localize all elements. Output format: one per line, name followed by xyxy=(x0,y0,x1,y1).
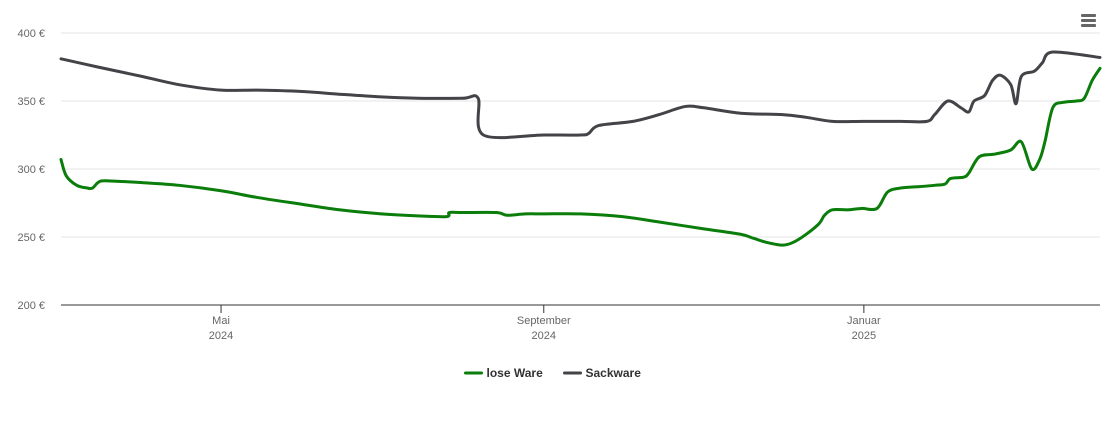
x-tick-label: Mai xyxy=(212,315,230,327)
x-axis: Mai 2024 September 2024 Januar 2025 xyxy=(61,304,1100,342)
x-tick-label: 2025 xyxy=(852,330,876,342)
legend-item-sackware[interactable]: Sackware xyxy=(563,366,642,380)
grid-lines xyxy=(61,32,1100,238)
y-tick-label: 350 € xyxy=(17,96,45,108)
legend[interactable]: lose Ware Sackware xyxy=(464,366,642,380)
menu-bar xyxy=(1080,19,1096,22)
legend-item-lose-ware[interactable]: lose Ware xyxy=(464,366,544,380)
y-tick-label: 400 € xyxy=(17,28,45,40)
y-axis: 400 € 350 € 300 € 250 € 200 € xyxy=(17,28,45,312)
x-tick-label: 2024 xyxy=(532,330,556,342)
menu-bar xyxy=(1080,14,1096,17)
series-line-sackware xyxy=(59,50,1102,140)
series-line-lose-ware xyxy=(59,66,1102,247)
legend-label: Sackware xyxy=(586,366,642,380)
x-tick-label: 2024 xyxy=(209,330,233,342)
x-tick-label: Januar xyxy=(847,315,881,327)
y-tick-label: 200 € xyxy=(17,300,45,312)
legend-label: lose Ware xyxy=(487,366,544,380)
hamburger-menu-icon[interactable] xyxy=(1077,12,1099,32)
y-tick-label: 250 € xyxy=(17,232,45,244)
series-layer xyxy=(59,50,1102,247)
menu-bar xyxy=(1080,24,1096,27)
y-tick-label: 300 € xyxy=(17,164,45,176)
x-tick-label: September xyxy=(517,315,571,327)
